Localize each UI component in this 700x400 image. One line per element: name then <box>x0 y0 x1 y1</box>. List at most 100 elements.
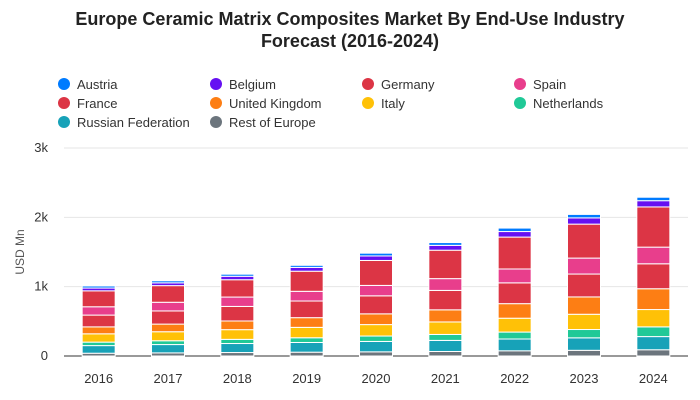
bar-segment-united-kingdom-2017 <box>151 323 185 333</box>
legend-item-russian-federation[interactable]: Russian Federation <box>58 113 190 131</box>
bar-segment-netherlands-2016 <box>81 341 116 347</box>
bar-segment-united-kingdom-2019 <box>289 317 324 328</box>
bar-segment-spain-2024 <box>636 246 671 265</box>
bar-segment-germany-2021 <box>428 249 463 280</box>
legend-item-germany[interactable]: Germany <box>362 75 434 93</box>
legend-item-netherlands[interactable]: Netherlands <box>514 94 603 112</box>
legend-marker-icon <box>58 97 70 109</box>
x-tick-label: 2021 <box>431 371 460 386</box>
legend-item-rest-of-europe[interactable]: Rest of Europe <box>210 113 316 131</box>
bar-segment-united-kingdom-2024 <box>636 288 671 311</box>
bar-segment-austria-2023 <box>567 213 601 219</box>
bar-segment-russian-federation-2017 <box>151 344 185 354</box>
bar-segment-italy-2019 <box>289 326 324 339</box>
legend-item-belgium[interactable]: Belgium <box>210 75 276 93</box>
bar-segment-germany-2018 <box>220 279 255 298</box>
legend-label: France <box>77 95 118 111</box>
bar-segment-united-kingdom-2016 <box>81 326 116 335</box>
bar-segment-belgium-2022 <box>497 231 532 238</box>
bar-segment-russian-federation-2016 <box>81 345 116 354</box>
chart-title-line-2: Forecast (2016-2024) <box>260 31 440 51</box>
bar-segment-germany-2016 <box>81 290 116 308</box>
bar-segment-germany-2022 <box>497 236 532 270</box>
x-tick-label: 2023 <box>570 371 599 386</box>
legend-marker-icon <box>514 78 526 90</box>
bar-segment-austria-2020 <box>359 252 393 257</box>
bar-segment-russian-federation-2019 <box>289 341 324 353</box>
legend-label: Rest of Europe <box>229 114 316 130</box>
bar-segment-rest-of-europe-2018 <box>220 352 255 357</box>
bar-segment-germany-2017 <box>151 285 185 303</box>
bar-segment-france-2016 <box>81 314 116 328</box>
bar-segment-france-2017 <box>151 310 185 325</box>
bar-segment-belgium-2018 <box>220 275 255 281</box>
bar-segment-spain-2019 <box>289 290 324 302</box>
legend-item-france[interactable]: France <box>58 94 117 112</box>
bar-segment-germany-2020 <box>359 259 393 286</box>
bar-segment-italy-2024 <box>636 309 671 328</box>
legend-marker-icon <box>362 78 374 90</box>
y-tick-label: 3k <box>34 140 48 155</box>
bar-segment-netherlands-2024 <box>636 326 671 338</box>
bar-segment-france-2020 <box>359 295 393 315</box>
x-tick-label: 2024 <box>639 371 668 386</box>
x-tick-label: 2017 <box>154 371 183 386</box>
legend-label: Italy <box>381 95 405 111</box>
legend-marker-icon <box>58 116 70 128</box>
bar-segment-spain-2022 <box>497 268 532 284</box>
x-tick-label: 2019 <box>292 371 321 386</box>
bar-segment-rest-of-europe-2020 <box>359 351 393 357</box>
legend-item-italy[interactable]: Italy <box>362 94 405 112</box>
chart-title: Europe Ceramic Matrix Composites Market … <box>0 8 700 52</box>
bar-segment-france-2021 <box>428 289 463 311</box>
legend-label: Netherlands <box>533 95 604 111</box>
bar-segment-austria-2018 <box>220 273 255 277</box>
legend-marker-icon <box>362 97 374 109</box>
bar-segment-russian-federation-2018 <box>220 343 255 354</box>
legend-item-austria[interactable]: Austria <box>58 75 117 93</box>
legend-marker-icon <box>58 78 70 90</box>
bar-segment-germany-2024 <box>636 206 671 248</box>
bar-segment-russian-federation-2020 <box>359 340 393 353</box>
bar-segment-italy-2017 <box>151 331 185 342</box>
bar-segment-netherlands-2023 <box>567 329 601 339</box>
bar-segment-russian-federation-2023 <box>567 337 601 351</box>
legend-item-spain[interactable]: Spain <box>514 75 566 93</box>
bar-segment-spain-2018 <box>220 296 255 307</box>
bar-segment-italy-2021 <box>428 321 463 335</box>
bar-segment-spain-2017 <box>151 301 185 312</box>
bar-segment-france-2018 <box>220 305 255 322</box>
bar-segment-france-2023 <box>567 273 601 298</box>
bar-segment-belgium-2021 <box>428 244 463 251</box>
legend-marker-icon <box>210 116 222 128</box>
legend-label: United Kingdom <box>229 95 322 111</box>
bar-segment-russian-federation-2022 <box>497 338 532 352</box>
bar-segment-italy-2023 <box>567 313 601 331</box>
y-tick-label: 2k <box>34 209 48 224</box>
bar-segment-germany-2023 <box>567 223 601 259</box>
bar-segment-united-kingdom-2021 <box>428 309 463 323</box>
bar-segment-france-2024 <box>636 263 671 290</box>
bar-segment-belgium-2019 <box>289 266 324 272</box>
bar-segment-france-2019 <box>289 300 324 319</box>
bar-segment-austria-2017 <box>151 280 185 284</box>
y-tick-label: 0 <box>41 348 48 363</box>
bar-segment-netherlands-2021 <box>428 333 463 341</box>
legend-item-united-kingdom[interactable]: United Kingdom <box>210 94 322 112</box>
bar-segment-rest-of-europe-2021 <box>428 350 463 357</box>
bar-segment-austria-2019 <box>289 264 324 268</box>
legend-label: Germany <box>381 76 435 92</box>
bar-segment-spain-2020 <box>359 284 393 297</box>
bar-segment-austria-2021 <box>428 242 463 246</box>
bar-segment-austria-2016 <box>81 285 116 289</box>
bar-segment-spain-2021 <box>428 278 463 291</box>
bar-segment-italy-2022 <box>497 317 532 333</box>
bar-segment-netherlands-2017 <box>151 340 185 346</box>
bar-segment-rest-of-europe-2023 <box>567 349 601 357</box>
y-tick-label: 1k <box>34 279 48 294</box>
x-tick-label: 2016 <box>84 371 113 386</box>
bar-segment-rest-of-europe-2024 <box>636 349 671 357</box>
bar-segment-united-kingdom-2020 <box>359 313 393 326</box>
bar-segment-spain-2016 <box>81 306 116 316</box>
